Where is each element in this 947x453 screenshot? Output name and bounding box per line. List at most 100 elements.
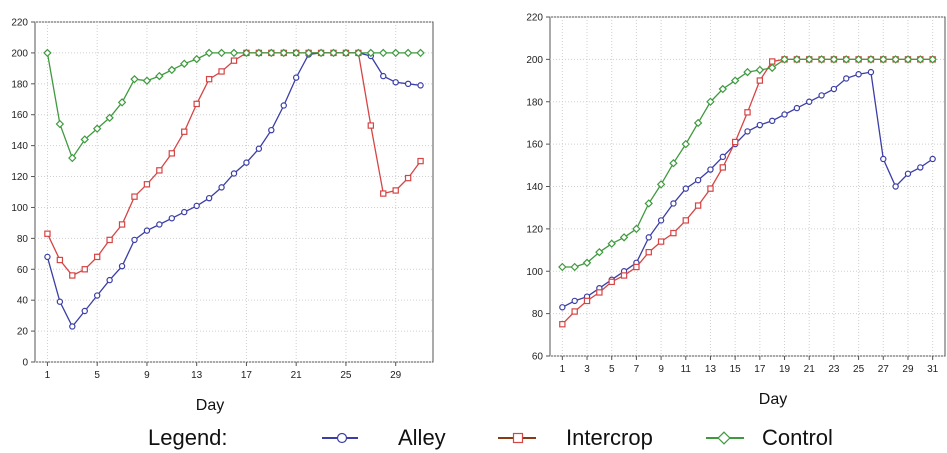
right-point-control <box>718 84 728 94</box>
right-ytick-label: 180 <box>526 97 543 108</box>
left-point-alley <box>56 298 64 305</box>
right-point-alley <box>694 176 702 184</box>
left-point-alley <box>392 79 399 86</box>
right-plot-area <box>549 16 946 357</box>
right-point-control <box>767 63 777 73</box>
right-point-control <box>619 233 629 242</box>
left-ytick-label: 220 <box>11 18 28 29</box>
left-point-alley <box>131 236 138 244</box>
left-point-alley <box>181 208 188 216</box>
legend-marker-intercrop <box>512 432 524 444</box>
legend-label-alley: Alley <box>398 425 446 450</box>
left-ytick-label: 60 <box>17 265 29 276</box>
right-point-control <box>817 55 826 64</box>
right-xtick-label: 7 <box>634 364 640 375</box>
right-point-intercrop <box>707 185 714 192</box>
left-point-control <box>403 48 413 58</box>
right-point-control <box>916 55 925 64</box>
right-xtick-label: 15 <box>730 364 742 375</box>
left-point-intercrop <box>69 272 76 279</box>
legend-marker-alley <box>336 432 348 444</box>
right-point-alley <box>744 128 751 135</box>
right-point-alley <box>904 170 912 177</box>
right-point-alley <box>892 183 899 190</box>
right-point-alley <box>929 155 936 163</box>
right-ytick-label: 120 <box>526 224 543 235</box>
right-point-control <box>804 55 814 64</box>
right-point-control <box>669 158 678 168</box>
right-point-control <box>854 55 863 64</box>
legend-label-intercrop: Intercrop <box>566 425 653 450</box>
right-point-alley <box>645 234 652 241</box>
right-point-control <box>755 65 765 75</box>
left-point-intercrop <box>143 181 151 188</box>
right-point-intercrop <box>596 289 603 296</box>
right-ytick-label: 80 <box>532 309 544 320</box>
right-point-control <box>681 139 691 149</box>
left-point-control <box>142 76 152 85</box>
right-point-alley <box>818 92 825 99</box>
right-point-control <box>558 262 567 272</box>
right-xtick-label: 27 <box>878 364 890 375</box>
left-point-alley <box>93 292 101 299</box>
left-point-intercrop <box>205 75 213 83</box>
right-point-control <box>891 55 900 64</box>
right-ytick-label: 200 <box>526 55 543 66</box>
right-xtick-label: 25 <box>853 364 865 375</box>
left-plot-area <box>34 21 434 363</box>
right-point-alley <box>756 121 764 129</box>
left-point-control <box>254 48 264 58</box>
right-point-control <box>928 55 937 64</box>
right-point-intercrop <box>571 308 578 315</box>
legend-label-control: Control <box>762 425 833 450</box>
left-point-intercrop <box>404 174 412 182</box>
right-point-intercrop <box>719 164 727 171</box>
left-ytick-label: 0 <box>22 358 28 369</box>
left-point-control <box>316 48 326 58</box>
right-xtick-label: 13 <box>705 364 717 375</box>
left-ytick-label: 180 <box>11 79 28 90</box>
right-point-alley <box>707 166 714 173</box>
left-point-alley <box>280 102 287 109</box>
left-point-intercrop <box>230 57 238 64</box>
left-xtick-label: 29 <box>390 370 402 381</box>
right-point-alley <box>559 304 566 311</box>
right-ytick-label: 160 <box>526 140 543 151</box>
chart-left: 0 20 40 60 80 100 120 140 160 180 200 220 1 5 9 13 17 21 2… <box>11 18 434 381</box>
right-point-alley <box>867 68 875 76</box>
right-point-intercrop <box>756 77 764 84</box>
right-point-alley <box>806 98 813 105</box>
right-xtick-label: 29 <box>902 364 914 375</box>
left-point-control <box>379 48 388 58</box>
left-xtick-label: 5 <box>94 370 100 381</box>
left-point-intercrop <box>81 266 88 273</box>
right-point-control <box>607 239 616 248</box>
left-point-control <box>267 48 276 58</box>
left-point-alley <box>81 307 88 315</box>
left-point-intercrop <box>392 187 399 194</box>
right-point-control <box>693 118 703 128</box>
right-point-alley <box>843 75 850 82</box>
right-point-alley <box>793 104 801 112</box>
left-point-control <box>43 48 52 58</box>
left-point-control <box>180 59 189 68</box>
right-point-control <box>632 224 641 234</box>
left-point-intercrop <box>380 190 387 197</box>
legend: Legend: Alley Intercrop Control <box>148 425 833 450</box>
left-point-intercrop <box>218 68 225 75</box>
right-point-alley <box>781 111 788 118</box>
right-point-intercrop <box>731 138 739 146</box>
right-point-alley <box>571 297 578 305</box>
left-point-intercrop <box>106 236 113 244</box>
right-xtick-label: 11 <box>681 364 692 375</box>
left-point-control <box>192 54 201 64</box>
right-xtick-label: 31 <box>927 364 939 375</box>
left-point-intercrop <box>417 157 424 165</box>
right-point-control <box>595 247 604 257</box>
legend-items: Alley Intercrop Control <box>322 425 833 450</box>
left-ytick-label: 140 <box>11 141 28 152</box>
left-point-alley <box>417 82 424 89</box>
left-ytick-label: 200 <box>11 48 28 59</box>
left-point-intercrop <box>131 193 138 200</box>
left-axis-xlabel: Day <box>196 397 224 414</box>
